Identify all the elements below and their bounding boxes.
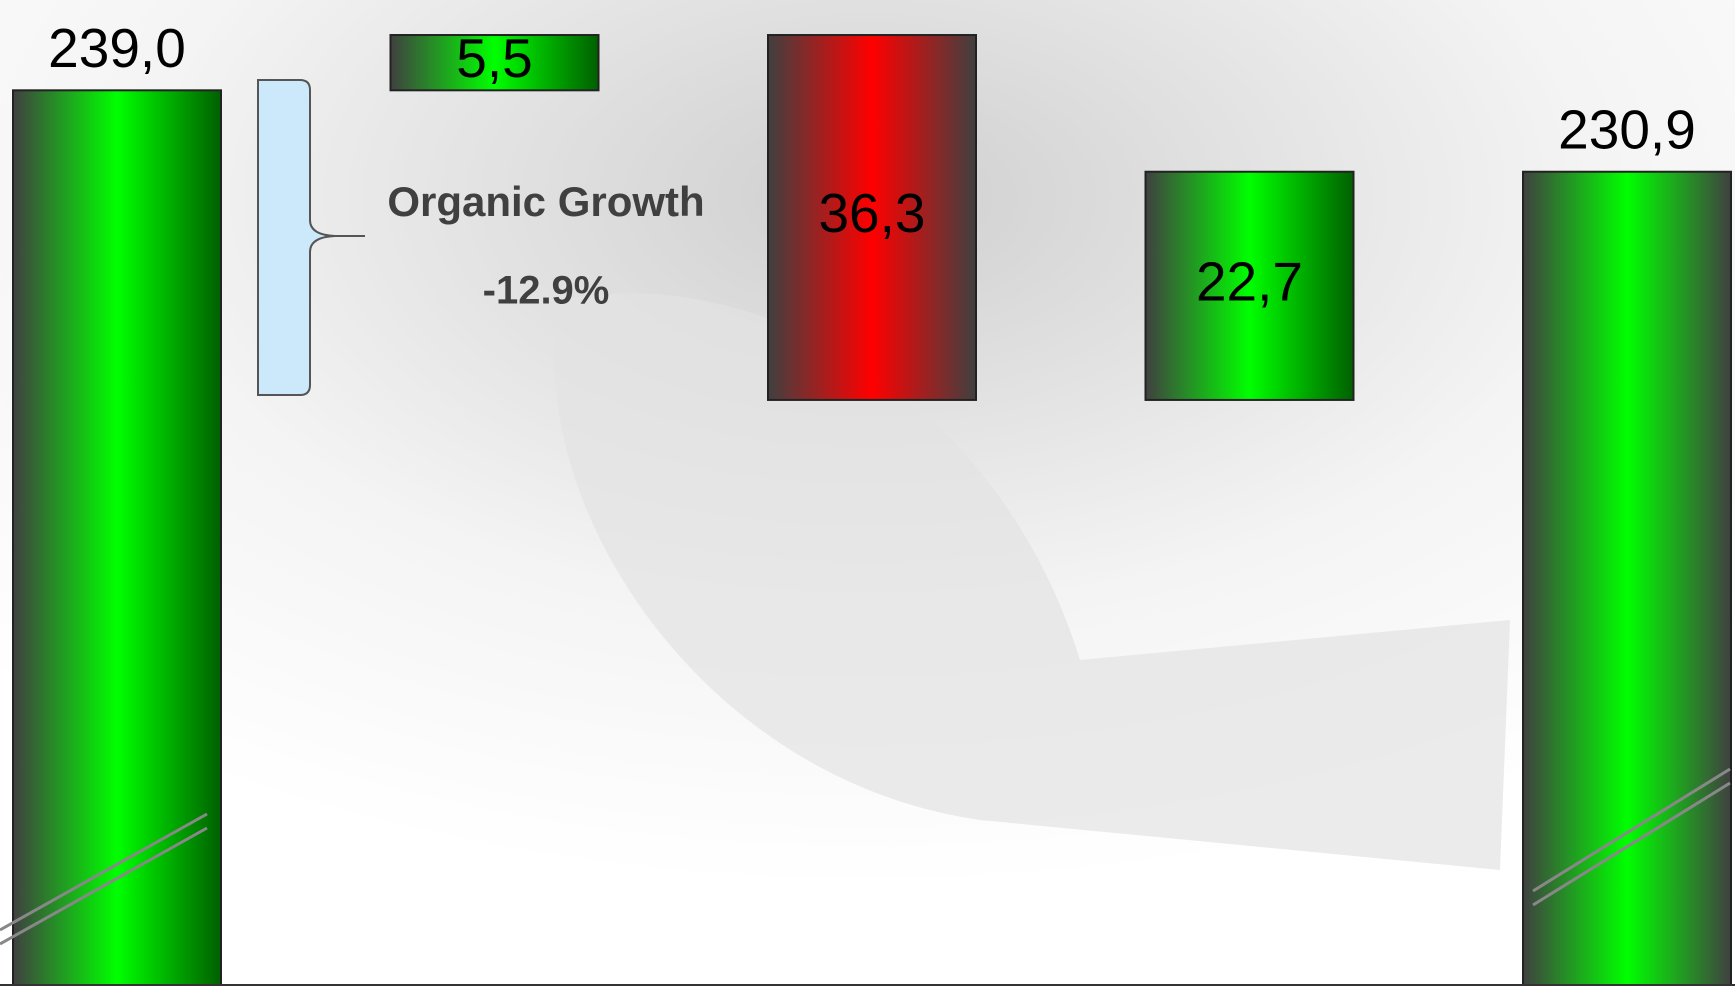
bar <box>12 89 222 986</box>
bar <box>389 34 600 92</box>
annotation: Organic Growth <box>387 178 704 225</box>
axis-break <box>0 767 1731 946</box>
bar <box>1144 170 1355 401</box>
bracket-shape <box>257 79 365 396</box>
break-line <box>1532 767 1731 893</box>
break-line <box>1532 781 1731 907</box>
watermark <box>554 293 1510 870</box>
value-label: 5,5 <box>456 27 532 89</box>
bracket <box>257 79 365 396</box>
bar <box>1522 170 1732 986</box>
value-label: 239,0 <box>48 17 186 79</box>
bar <box>767 34 977 401</box>
value-label: 22,7 <box>1196 250 1303 312</box>
annotation: -12.9% <box>483 269 610 313</box>
value-label: 230,9 <box>1558 98 1696 160</box>
break-line <box>0 826 208 946</box>
value-label: 36,3 <box>818 182 925 244</box>
break-line <box>0 812 208 932</box>
bars <box>12 34 1732 986</box>
